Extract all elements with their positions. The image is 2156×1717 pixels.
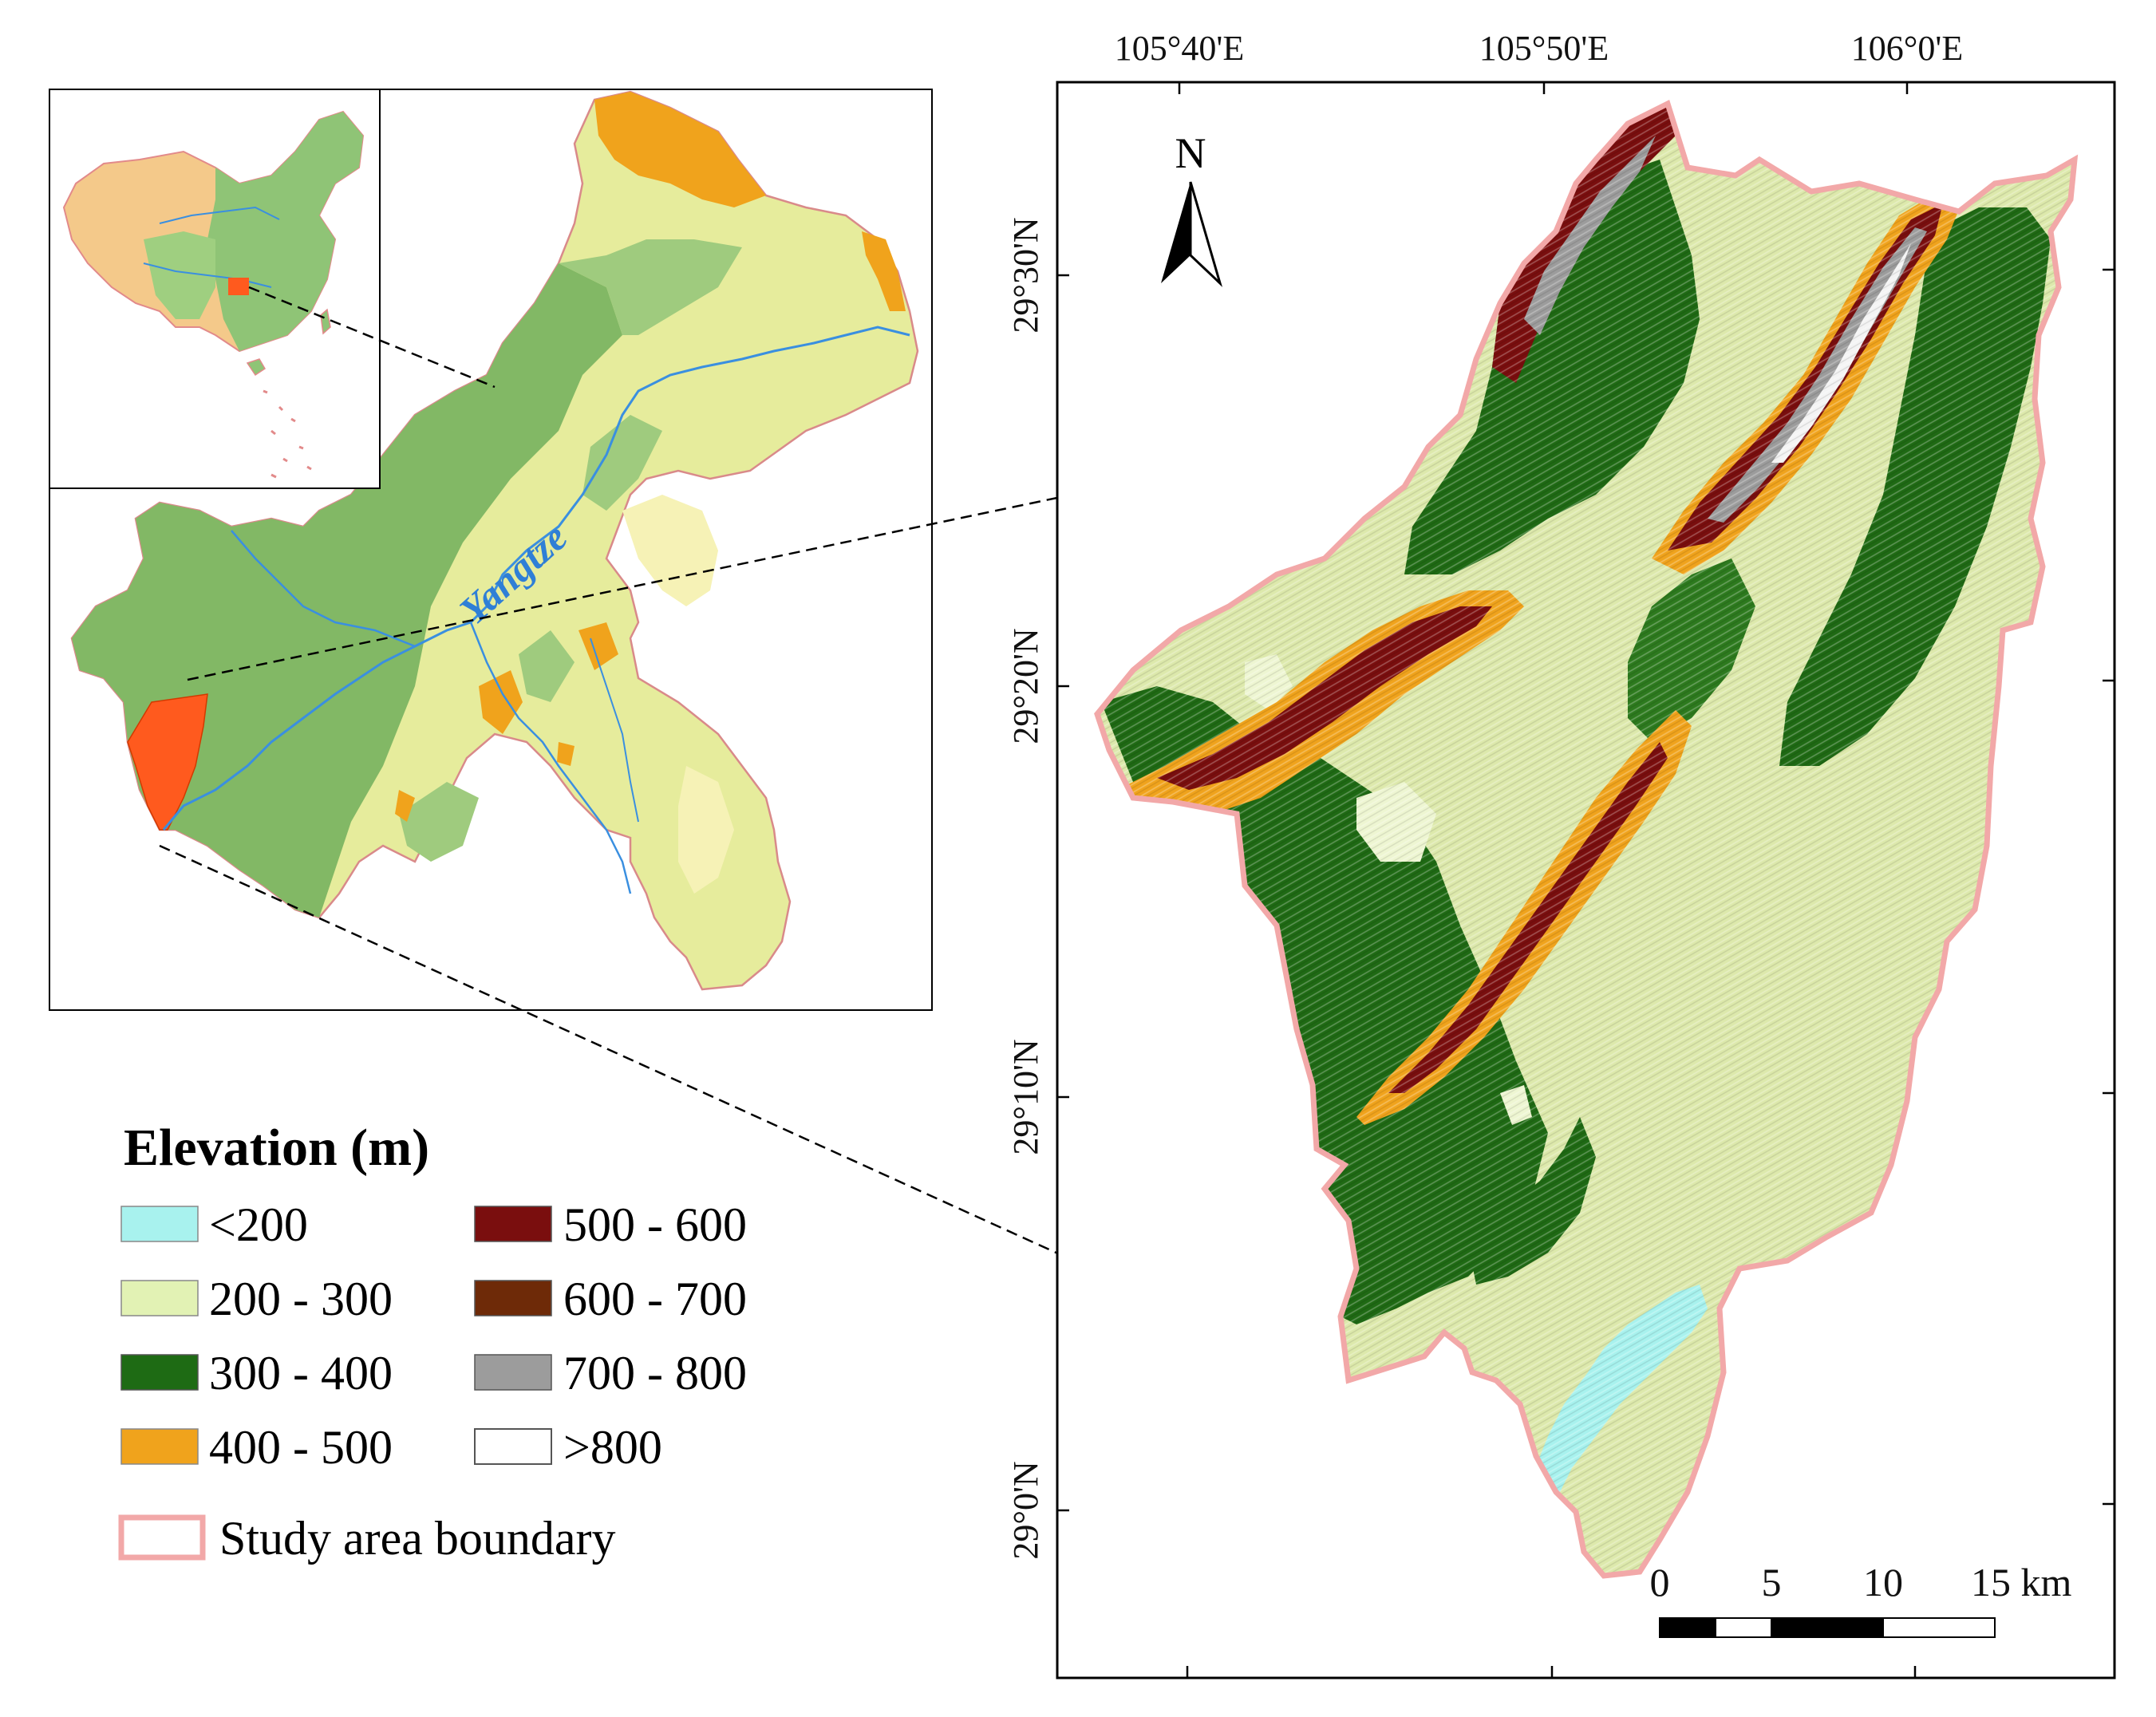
- legend-label-500-600: 500 - 600: [563, 1198, 747, 1251]
- north-arrow-label: N: [1175, 129, 1206, 177]
- hainan-island: [246, 358, 267, 377]
- scale-bar-segment-2: [1715, 1617, 1772, 1638]
- yangtze-river: [162, 326, 910, 831]
- lon-label-3: 106°0'E: [1851, 29, 1963, 68]
- scale-label-15km: 15 km: [1971, 1560, 2072, 1605]
- chongqing-low-hills: [72, 263, 622, 918]
- legend-swatch-below-200: [120, 1206, 199, 1242]
- china-locator-study-area: [228, 278, 249, 295]
- lat-label-3: 29°10'N: [1006, 1039, 1045, 1155]
- legend-swatch-400-500: [120, 1428, 199, 1465]
- connector-china-to-chongqing: [248, 286, 496, 389]
- latitude-ticks: [1057, 268, 2115, 1512]
- legend-label-above-800: >800: [563, 1421, 662, 1474]
- inset-map-chongqing: Yangtze: [49, 89, 933, 1011]
- legend-swatch-200-300: [120, 1280, 199, 1316]
- legend-label-400-500: 400 - 500: [209, 1421, 393, 1474]
- lat-label-1: 29°30'N: [1006, 217, 1045, 333]
- minor-river: [590, 637, 639, 823]
- lon-label-2: 105°50'E: [1479, 29, 1609, 68]
- legend-label-below-200: <200: [209, 1198, 308, 1251]
- legend-swatch-500-600: [474, 1206, 552, 1242]
- scale-label-0: 0: [1650, 1560, 1670, 1605]
- scale-bar-segment-3: [1771, 1617, 1884, 1638]
- connector-lower: [159, 844, 1329, 1378]
- china-central-green: [144, 231, 215, 319]
- legend-label-200-300: 200 - 300: [209, 1273, 393, 1325]
- main-map: 105°40'E 105°50'E 106°0'E 29°30'N 29°20'…: [1006, 29, 2116, 1680]
- legend-swatch-above-800: [474, 1428, 552, 1465]
- lon-label-1: 105°40'E: [1115, 29, 1244, 68]
- taiwan-island: [320, 308, 331, 335]
- scale-label-5: 5: [1762, 1560, 1782, 1605]
- north-arrow: N: [1161, 129, 1222, 287]
- inset-study-area: [127, 693, 208, 831]
- legend-swatch-600-700: [474, 1280, 552, 1316]
- legend-label-study-boundary: Study area boundary: [219, 1512, 616, 1565]
- china-locator-rivers: [143, 206, 280, 288]
- longitude-ticks: [1178, 82, 1917, 1678]
- legend: Elevation (m) <200 200 - 300 300 - 400 4…: [118, 1119, 747, 1565]
- legend-swatch-study-boundary: [118, 1514, 206, 1561]
- north-arrow-right-half: [1189, 181, 1222, 287]
- lat-label-4: 29°0'N: [1006, 1461, 1045, 1559]
- jialing-river: [231, 530, 416, 648]
- china-locator-map: [49, 89, 381, 489]
- scale-bar-segment-1: [1659, 1617, 1716, 1638]
- legend-swatch-300-400: [120, 1354, 199, 1391]
- scale-bar-segment-4: [1882, 1617, 1996, 1638]
- legend-label-700-800: 700 - 800: [563, 1347, 747, 1399]
- scale-bar: 0 5 10 15 km: [1650, 1560, 2072, 1638]
- legend-swatch-700-800: [474, 1354, 552, 1391]
- legend-title: Elevation (m): [124, 1119, 429, 1177]
- wu-river: [469, 622, 632, 894]
- south-china-sea-islands: [263, 389, 312, 479]
- lat-label-2: 29°20'N: [1006, 628, 1045, 744]
- legend-label-300-400: 300 - 400: [209, 1347, 393, 1399]
- legend-label-600-700: 600 - 700: [563, 1273, 747, 1325]
- chongqing-plains: [622, 495, 734, 894]
- north-arrow-left-half: [1161, 182, 1191, 283]
- scale-label-10: 10: [1863, 1560, 1903, 1605]
- chongqing-ridges: [399, 239, 742, 862]
